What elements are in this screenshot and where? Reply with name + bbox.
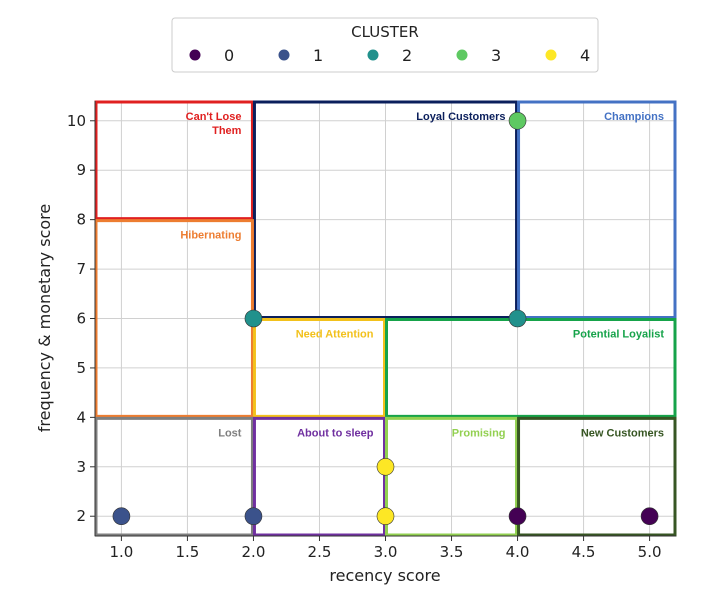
segments: Can't Lose Them Loyal Customers Champions Hi… bbox=[94, 100, 677, 537]
x-tick-label: 4.5 bbox=[572, 543, 596, 561]
y-axis-label: frequency & monetary score bbox=[35, 204, 54, 432]
y-tick-label: 7 bbox=[76, 260, 86, 278]
x-tick-label: 4.0 bbox=[506, 543, 530, 561]
segment-label: About to sleep bbox=[297, 427, 374, 439]
segment-label: Need Attention bbox=[296, 329, 374, 341]
segment-box bbox=[385, 318, 677, 418]
data-point bbox=[244, 309, 263, 328]
x-tick-label: 3.0 bbox=[374, 543, 398, 561]
legend-box bbox=[171, 17, 599, 73]
x-tick-label: 2.5 bbox=[308, 543, 332, 561]
data-point bbox=[640, 507, 659, 526]
segment-label: Promising bbox=[452, 427, 506, 439]
segment-label-line: Can't Lose bbox=[186, 111, 242, 123]
segment-label: Can't Lose Them bbox=[186, 111, 242, 137]
x-tick-label: 1.5 bbox=[176, 543, 200, 561]
segment-box bbox=[94, 416, 254, 537]
legend: CLUSTER 0 1 2 3 4 bbox=[171, 17, 599, 73]
data-points bbox=[112, 111, 659, 526]
legend-label: 3 bbox=[491, 46, 501, 65]
segment-label-line: Them bbox=[212, 125, 242, 137]
y-tick-label: 5 bbox=[76, 359, 86, 377]
legend-title: CLUSTER bbox=[351, 23, 419, 41]
legend-marker bbox=[278, 49, 290, 61]
data-point bbox=[244, 507, 263, 526]
y-tick-label: 10 bbox=[67, 112, 86, 130]
x-tick-label: 3.5 bbox=[440, 543, 464, 561]
segment-box bbox=[252, 100, 519, 319]
y-tick-label: 2 bbox=[76, 507, 86, 525]
y-tick-label: 4 bbox=[76, 408, 86, 426]
segment-label: Hibernating bbox=[180, 230, 241, 242]
data-point bbox=[508, 111, 527, 130]
y-tick-label: 9 bbox=[76, 161, 86, 179]
legend-label: 4 bbox=[580, 46, 590, 65]
legend-label: 0 bbox=[224, 46, 234, 65]
segment-box bbox=[252, 416, 386, 537]
x-tick-label: 2.0 bbox=[242, 543, 266, 561]
legend-marker bbox=[545, 49, 557, 61]
data-point bbox=[376, 507, 395, 526]
y-tick-label: 6 bbox=[76, 310, 86, 328]
segment-label: Potential Loyalist bbox=[573, 329, 664, 341]
segment-box bbox=[94, 100, 254, 221]
segment-box bbox=[252, 318, 386, 418]
y-tick-label: 8 bbox=[76, 211, 86, 229]
segment-box bbox=[517, 100, 677, 319]
segment-label: Champions bbox=[604, 111, 664, 123]
x-tick-label: 1.0 bbox=[109, 543, 133, 561]
x-axis-label: recency score bbox=[329, 566, 440, 585]
legend-marker bbox=[189, 49, 201, 61]
data-point bbox=[508, 309, 527, 328]
legend-marker bbox=[367, 49, 379, 61]
plot-area: Can't Lose Them Loyal Customers Champions Hi… bbox=[67, 100, 677, 561]
x-tick-label: 5.0 bbox=[638, 543, 662, 561]
segment-label: New Customers bbox=[581, 427, 664, 439]
legend-label: 1 bbox=[313, 46, 323, 65]
data-point bbox=[376, 457, 395, 476]
legend-entries: 0 1 2 3 4 bbox=[189, 46, 590, 65]
legend-label: 2 bbox=[402, 46, 412, 65]
data-point bbox=[112, 507, 131, 526]
segment-label: Loyal Customers bbox=[416, 111, 505, 123]
segment-box bbox=[517, 416, 677, 537]
legend-marker bbox=[456, 49, 468, 61]
data-point bbox=[508, 507, 527, 526]
segment-box bbox=[385, 416, 519, 537]
y-tick-label: 3 bbox=[76, 458, 86, 476]
segment-label: Lost bbox=[218, 427, 242, 439]
axes: 1.0 1.5 2.0 2.5 3.0 3.5 4.0 4.5 5.0 2 3 4 5 6 7 8 9 10 bbox=[67, 101, 676, 561]
